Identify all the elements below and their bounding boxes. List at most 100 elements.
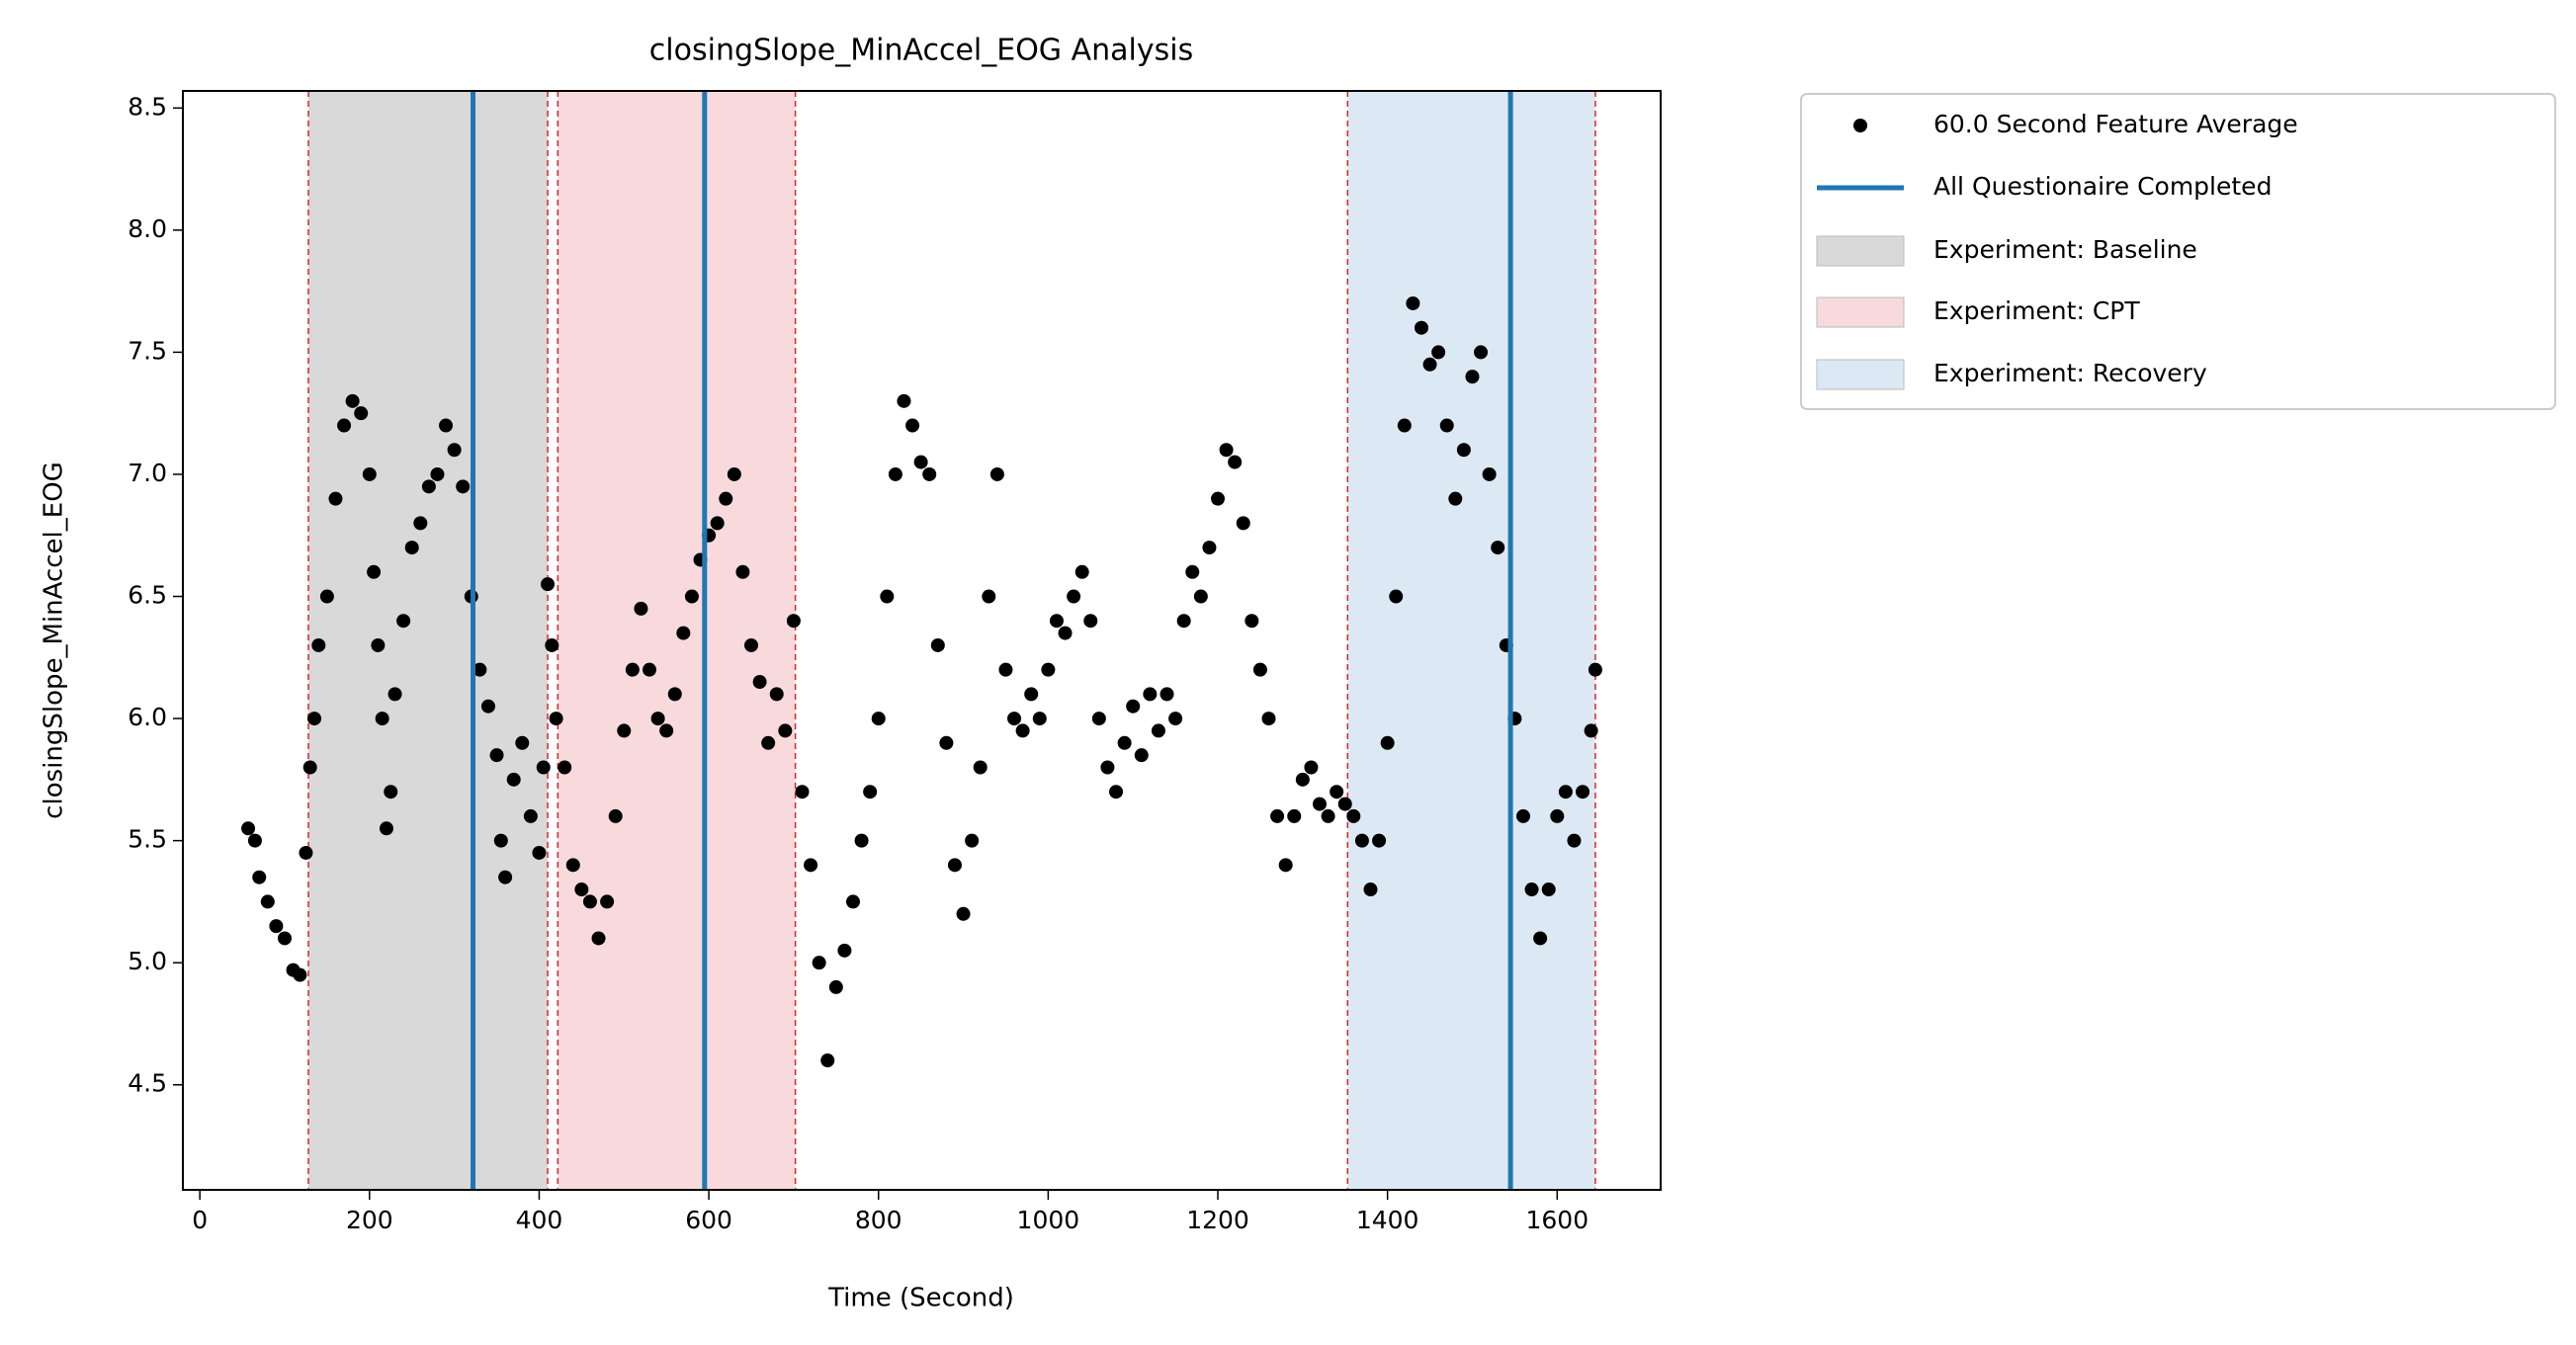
data-point — [574, 883, 589, 897]
data-point — [617, 723, 632, 738]
data-point — [1397, 418, 1412, 433]
data-point — [299, 845, 313, 860]
data-point — [786, 614, 801, 629]
data-point — [650, 712, 665, 726]
data-point — [515, 735, 530, 750]
data-point — [880, 589, 895, 604]
data-point — [947, 858, 962, 873]
data-point — [1100, 760, 1115, 775]
data-point — [1337, 797, 1352, 811]
data-point — [328, 491, 343, 506]
data-point — [498, 870, 513, 884]
data-point — [888, 466, 902, 481]
data-point — [659, 723, 674, 738]
data-point — [1067, 589, 1081, 604]
data-point — [769, 687, 784, 702]
data-point — [1414, 320, 1428, 335]
legend: 60.0 Second Feature Average All Questiona… — [1800, 93, 2556, 410]
data-point — [1024, 687, 1039, 702]
legend-label: Experiment: Recovery — [1933, 359, 2207, 387]
data-point — [608, 808, 623, 823]
data-point — [1185, 564, 1200, 579]
data-point — [676, 626, 691, 640]
data-point — [456, 479, 471, 494]
data-point — [367, 564, 382, 579]
data-point — [545, 637, 559, 652]
data-point — [1465, 370, 1480, 384]
data-point — [735, 564, 750, 579]
data-point — [565, 858, 580, 873]
data-point — [1074, 564, 1089, 579]
data-point — [913, 455, 928, 469]
y-tick-label: 6.5 — [128, 581, 167, 610]
data-point — [1252, 662, 1267, 677]
x-tick-label: 1200 — [1186, 1206, 1249, 1234]
data-point — [523, 808, 538, 823]
data-point — [845, 894, 860, 909]
data-point — [1117, 735, 1132, 750]
data-point — [1007, 712, 1022, 726]
legend-marker — [1816, 359, 1905, 390]
data-point — [1567, 833, 1582, 848]
data-point — [506, 772, 521, 787]
data-point — [307, 712, 322, 726]
data-point — [1083, 614, 1098, 629]
y-tick-label: 4.5 — [128, 1069, 167, 1098]
data-point — [854, 833, 869, 848]
data-point — [667, 687, 682, 702]
data-point — [1151, 723, 1165, 738]
data-point — [480, 699, 495, 714]
x-tick-label: 400 — [516, 1206, 563, 1234]
x-tick-label: 1600 — [1525, 1206, 1589, 1234]
y-tick-label: 6.0 — [128, 703, 167, 731]
data-point — [1176, 614, 1191, 629]
data-point — [1270, 808, 1285, 823]
data-point — [1032, 712, 1047, 726]
data-point — [384, 785, 398, 799]
data-point — [549, 712, 563, 726]
y-tick-label: 8.5 — [128, 92, 167, 121]
data-point — [1278, 858, 1293, 873]
data-point — [752, 675, 767, 690]
data-point — [1515, 808, 1530, 823]
data-point — [362, 466, 377, 481]
x-tick-label: 800 — [855, 1206, 902, 1234]
data-point — [1134, 748, 1149, 763]
data-point — [1541, 883, 1556, 897]
x-tick-label: 1400 — [1356, 1206, 1419, 1234]
data-point — [1584, 723, 1598, 738]
data-point — [600, 894, 615, 909]
data-point — [973, 760, 987, 775]
y-tick-label: 7.5 — [128, 336, 167, 365]
data-point — [1380, 735, 1395, 750]
legend-label: Experiment: Baseline — [1933, 235, 2197, 264]
data-point — [421, 479, 436, 494]
data-point — [447, 443, 462, 458]
data-point — [536, 760, 551, 775]
data-point — [241, 821, 256, 836]
y-tick-label: 5.0 — [128, 947, 167, 975]
x-tick-label: 600 — [685, 1206, 732, 1234]
data-point — [820, 1053, 835, 1068]
data-point — [1126, 699, 1141, 714]
legend-marker — [1853, 119, 1867, 132]
data-point — [795, 785, 810, 799]
legend-marker — [1816, 235, 1905, 267]
legend-label: All Questionaire Completed — [1933, 172, 2272, 201]
data-point — [1193, 589, 1208, 604]
data-point — [260, 894, 275, 909]
legend-marker — [1816, 296, 1905, 328]
data-point — [1422, 357, 1437, 372]
data-point — [404, 541, 419, 555]
data-point — [922, 466, 937, 481]
data-point — [277, 931, 292, 946]
y-tick-label: 5.5 — [128, 825, 167, 854]
data-point — [489, 748, 504, 763]
data-point — [897, 393, 911, 408]
data-point — [345, 393, 360, 408]
data-point — [719, 491, 733, 506]
data-point — [558, 760, 572, 775]
data-point — [1295, 772, 1310, 787]
data-point — [1015, 723, 1030, 738]
